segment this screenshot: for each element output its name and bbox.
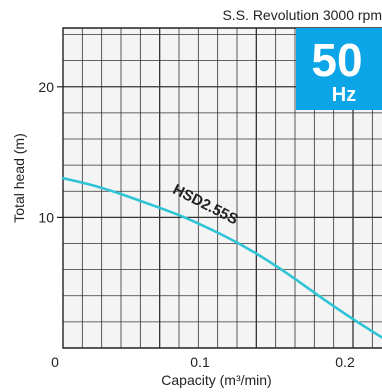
x-tick-label: 0.2	[335, 354, 355, 370]
y-axis-label: Total head (m)	[11, 133, 27, 222]
x-tick-label: 0	[51, 354, 59, 370]
y-tick-label: 20	[38, 79, 54, 95]
x-axis-label: Capacity (m³/min)	[161, 372, 271, 388]
x-tick-label: 0.1	[190, 354, 210, 370]
frequency-unit: Hz	[332, 84, 356, 106]
frequency-badge	[296, 28, 382, 110]
y-tick-label: 10	[38, 209, 54, 225]
frequency-value: 50	[311, 34, 362, 86]
chart-title: S.S. Revolution 3000 rpm	[222, 7, 382, 23]
series-line	[61, 176, 382, 339]
plot-frame	[62, 27, 382, 349]
